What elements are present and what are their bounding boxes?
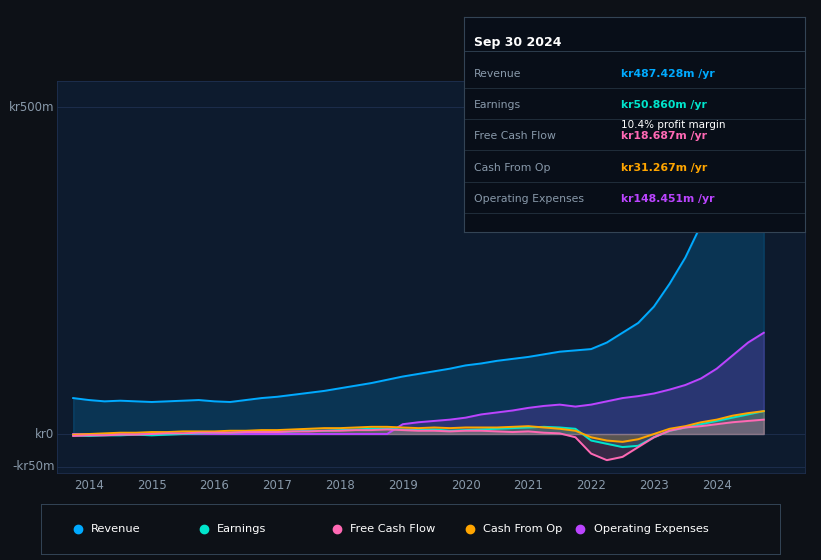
Text: kr500m: kr500m xyxy=(9,101,54,114)
Text: Earnings: Earnings xyxy=(474,100,521,110)
Text: Free Cash Flow: Free Cash Flow xyxy=(474,132,556,142)
Text: -kr50m: -kr50m xyxy=(12,460,54,473)
Text: kr487.428m /yr: kr487.428m /yr xyxy=(621,69,714,79)
Text: Earnings: Earnings xyxy=(217,524,266,534)
Text: Operating Expenses: Operating Expenses xyxy=(474,194,584,204)
Text: Revenue: Revenue xyxy=(91,524,141,534)
Text: kr50.860m /yr: kr50.860m /yr xyxy=(621,100,706,110)
Text: Cash From Op: Cash From Op xyxy=(474,163,551,172)
Text: Free Cash Flow: Free Cash Flow xyxy=(350,524,435,534)
Text: Sep 30 2024: Sep 30 2024 xyxy=(474,36,562,49)
Text: kr31.267m /yr: kr31.267m /yr xyxy=(621,163,707,172)
Text: Cash From Op: Cash From Op xyxy=(483,524,562,534)
Text: Revenue: Revenue xyxy=(474,69,521,79)
Text: Operating Expenses: Operating Expenses xyxy=(594,524,709,534)
Text: kr148.451m /yr: kr148.451m /yr xyxy=(621,194,714,204)
Text: 10.4% profit margin: 10.4% profit margin xyxy=(621,120,725,129)
Text: kr18.687m /yr: kr18.687m /yr xyxy=(621,132,707,142)
Text: kr0: kr0 xyxy=(35,427,54,441)
